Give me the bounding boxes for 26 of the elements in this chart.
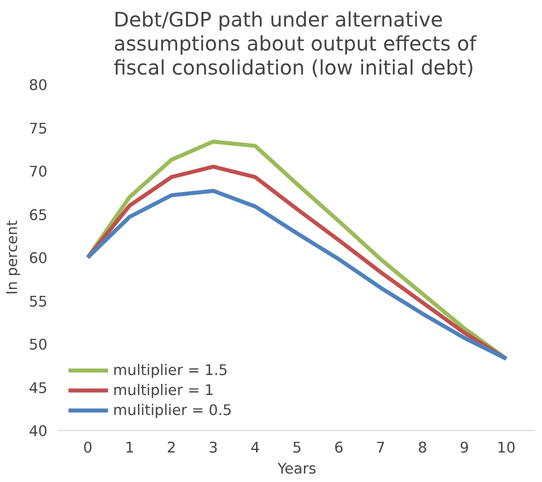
x-tick-label: 7 bbox=[376, 440, 386, 456]
y-tick-label: 80 bbox=[28, 77, 48, 94]
y-tick-label: 40 bbox=[28, 423, 48, 440]
y-axis-title: In percent bbox=[4, 220, 21, 295]
x-tick-label: 2 bbox=[166, 440, 176, 456]
x-tick-label: 4 bbox=[250, 440, 260, 456]
x-tick-label: 1 bbox=[124, 440, 134, 456]
x-tick-label: 6 bbox=[334, 440, 344, 456]
y-tick-label: 60 bbox=[28, 250, 48, 267]
y-tick-label: 45 bbox=[28, 380, 48, 397]
x-axis-title: Years bbox=[276, 460, 316, 478]
x-tick-label: 5 bbox=[292, 440, 302, 456]
y-tick-label: 55 bbox=[28, 293, 48, 310]
x-tick-label: 10 bbox=[496, 440, 516, 456]
y-tick-label: 65 bbox=[28, 206, 48, 224]
x-tick-label: 8 bbox=[418, 440, 428, 456]
x-tick-label: 0 bbox=[83, 440, 92, 456]
y-tick-label: 70 bbox=[28, 164, 48, 180]
chart-title: Debt/GDP path under alternative assumptions about output effects of fiscal consolidation (low initial debt) bbox=[114, 8, 478, 80]
x-tick-label: 3 bbox=[208, 440, 218, 456]
x-tick-label: 9 bbox=[460, 440, 470, 456]
legend-label: multiplier = 1 bbox=[113, 382, 214, 398]
y-tick-label: 50 bbox=[28, 336, 48, 354]
legend-label: multiplier = 1.5 bbox=[113, 362, 228, 378]
y-tick-label: 75 bbox=[28, 120, 48, 138]
legend-label: mulitiplier = 0.5 bbox=[113, 402, 232, 418]
